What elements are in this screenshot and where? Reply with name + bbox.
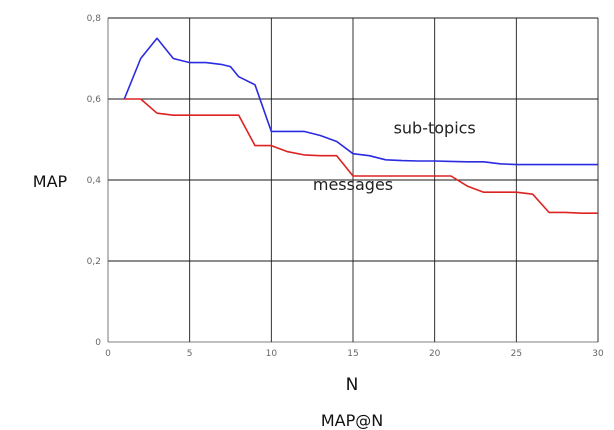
x-tick-label: 5 — [187, 349, 193, 359]
annotations: sub-topics messages — [313, 118, 476, 194]
x-axis-label: N — [346, 375, 359, 395]
x-tick-label: 30 — [592, 349, 604, 359]
x-tick-label: 25 — [511, 349, 522, 359]
y-tick-label: 0,8 — [87, 14, 102, 24]
annotation-sub-topics: sub-topics — [394, 118, 476, 137]
series-line-messages — [124, 98, 598, 214]
annotation-messages: messages — [313, 175, 393, 194]
x-tick-label: 10 — [266, 349, 278, 359]
series-lines — [123, 37, 598, 214]
y-tick-label: 0,2 — [87, 257, 101, 267]
series-line-sub-topics — [123, 37, 598, 166]
y-tick-label: 0,4 — [87, 176, 102, 186]
chart-caption: MAP@N — [321, 411, 383, 430]
y-axis-label: MAP — [33, 172, 68, 191]
x-tick-label: 20 — [429, 349, 441, 359]
y-tick-label: 0 — [95, 338, 101, 348]
tick-labels: 0 0,2 0,4 0,6 0,8 0 5 10 15 20 25 30 — [87, 14, 604, 359]
y-tick-label: 0,6 — [87, 95, 102, 105]
x-tick-label: 15 — [347, 349, 358, 359]
x-tick-label: 0 — [105, 349, 111, 359]
grid — [107, 17, 599, 343]
